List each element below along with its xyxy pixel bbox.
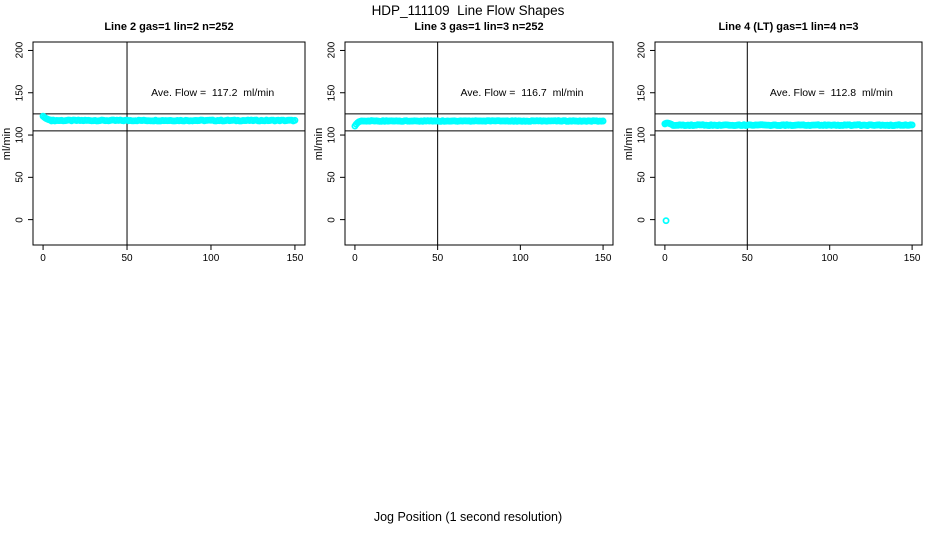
plot-area — [340, 41, 614, 250]
x-tick-label: 0 — [40, 253, 46, 264]
y-axis-label: ml/min — [1, 127, 13, 160]
y-tick-label: 200 — [636, 42, 648, 59]
y-tick-label: 100 — [326, 126, 338, 144]
x-tick-label: 100 — [821, 253, 839, 264]
x-tick-label: 150 — [594, 253, 612, 264]
x-tick-label: 0 — [662, 253, 668, 264]
plot-area — [28, 41, 306, 250]
y-tick-label: 0 — [14, 216, 26, 223]
panel-title: Line 2 gas=1 lin=2 n=252 — [104, 21, 234, 33]
y-axis-label: ml/min — [623, 127, 635, 160]
plot-box — [32, 41, 306, 246]
y-tick-label: 150 — [636, 84, 648, 102]
chart-main-title: HDP_111109 Line Flow Shapes — [371, 3, 565, 18]
plot-area — [650, 41, 923, 250]
x-axis-label: Jog Position (1 second resolution) — [373, 510, 563, 524]
data-point — [599, 117, 607, 125]
x-tick-label: 50 — [741, 253, 753, 264]
x-tick-label: 100 — [512, 253, 529, 264]
panel-title: Line 4 (LT) gas=1 lin=4 n=3 — [718, 21, 859, 33]
y-tick-label: 0 — [326, 216, 338, 223]
y-tick-label: 0 — [636, 216, 648, 223]
y-tick-label: 50 — [326, 171, 338, 183]
y-tick-label: 200 — [326, 42, 338, 59]
x-tick-label: 50 — [432, 253, 444, 264]
data-point — [291, 116, 299, 124]
y-tick-label: 200 — [14, 42, 26, 59]
data-point — [908, 121, 916, 129]
ave-flow-annotation: Ave. Flow = 117.2 ml/min — [151, 86, 275, 99]
x-tick-label: 0 — [352, 253, 358, 264]
x-tick-label: 100 — [202, 253, 220, 264]
y-tick-label: 150 — [14, 84, 26, 102]
plot-box — [344, 41, 614, 246]
plot-box — [654, 41, 923, 246]
y-tick-label: 100 — [636, 126, 648, 144]
ave-flow-annotation: Ave. Flow = 112.8 ml/min — [769, 86, 893, 99]
y-axis-label: ml/min — [313, 127, 325, 160]
x-tick-label: 150 — [286, 253, 304, 264]
panel-title: Line 3 gas=1 lin=3 n=252 — [414, 21, 544, 33]
x-tick-label: 50 — [121, 253, 133, 264]
y-tick-label: 50 — [636, 171, 648, 183]
y-tick-label: 100 — [14, 126, 26, 144]
data-point — [662, 217, 670, 225]
x-tick-label: 150 — [903, 253, 921, 264]
y-tick-label: 150 — [326, 84, 338, 102]
y-tick-label: 50 — [14, 171, 26, 183]
ave-flow-annotation: Ave. Flow = 116.7 ml/min — [460, 86, 584, 99]
